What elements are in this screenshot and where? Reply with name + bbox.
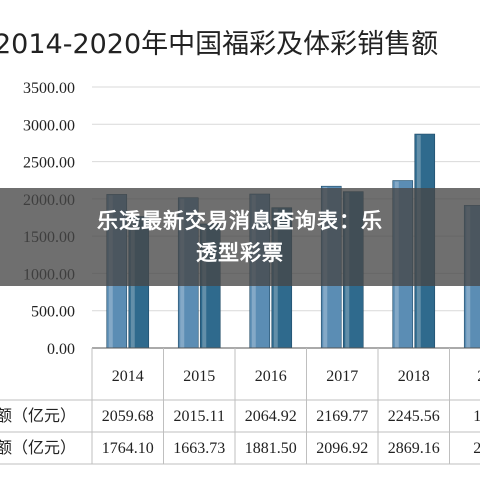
data-label: 2015.11 <box>174 408 225 425</box>
y-tick-label: 500.00 <box>31 304 75 321</box>
data-label: 1764.10 <box>102 440 154 457</box>
data-label: 1663.73 <box>173 440 225 457</box>
x-tick-label: 20 <box>477 368 480 385</box>
x-tick-label: 2016 <box>255 368 287 385</box>
y-tick-label: 0.00 <box>47 341 75 358</box>
headline-line-1: 乐透最新交易消息查询表：乐 <box>97 209 383 233</box>
bar-highlight <box>202 224 207 348</box>
x-tick-label: 2015 <box>183 368 215 385</box>
data-label: 2169.77 <box>316 408 368 425</box>
x-tick-label: 2014 <box>112 368 144 385</box>
data-label: 191 <box>473 408 480 425</box>
x-tick-label: 2017 <box>326 368 358 385</box>
data-label: 2064.92 <box>245 408 297 425</box>
data-label: 230 <box>473 440 480 457</box>
legend-label: 额（亿元） <box>0 439 76 457</box>
data-label: 2245.56 <box>388 408 440 425</box>
data-label: 2059.68 <box>102 408 154 425</box>
legend-label: 额（亿元） <box>0 407 76 425</box>
y-tick-label: 3500.00 <box>23 80 75 97</box>
headline-banner <box>0 188 480 286</box>
x-tick-label: 2018 <box>398 368 430 385</box>
chart-title: 2014-2020年中国福彩及体彩销售额 <box>0 29 439 60</box>
y-tick-label: 2500.00 <box>23 155 75 172</box>
y-tick-label: 3000.00 <box>23 117 75 134</box>
data-label: 2096.92 <box>316 440 368 457</box>
headline-text[interactable]: 乐透最新交易消息查询表：乐 透型彩票 <box>0 205 480 269</box>
headline-line-2: 透型彩票 <box>196 241 284 265</box>
data-label: 2869.16 <box>388 440 440 457</box>
data-label: 1881.50 <box>245 440 297 457</box>
